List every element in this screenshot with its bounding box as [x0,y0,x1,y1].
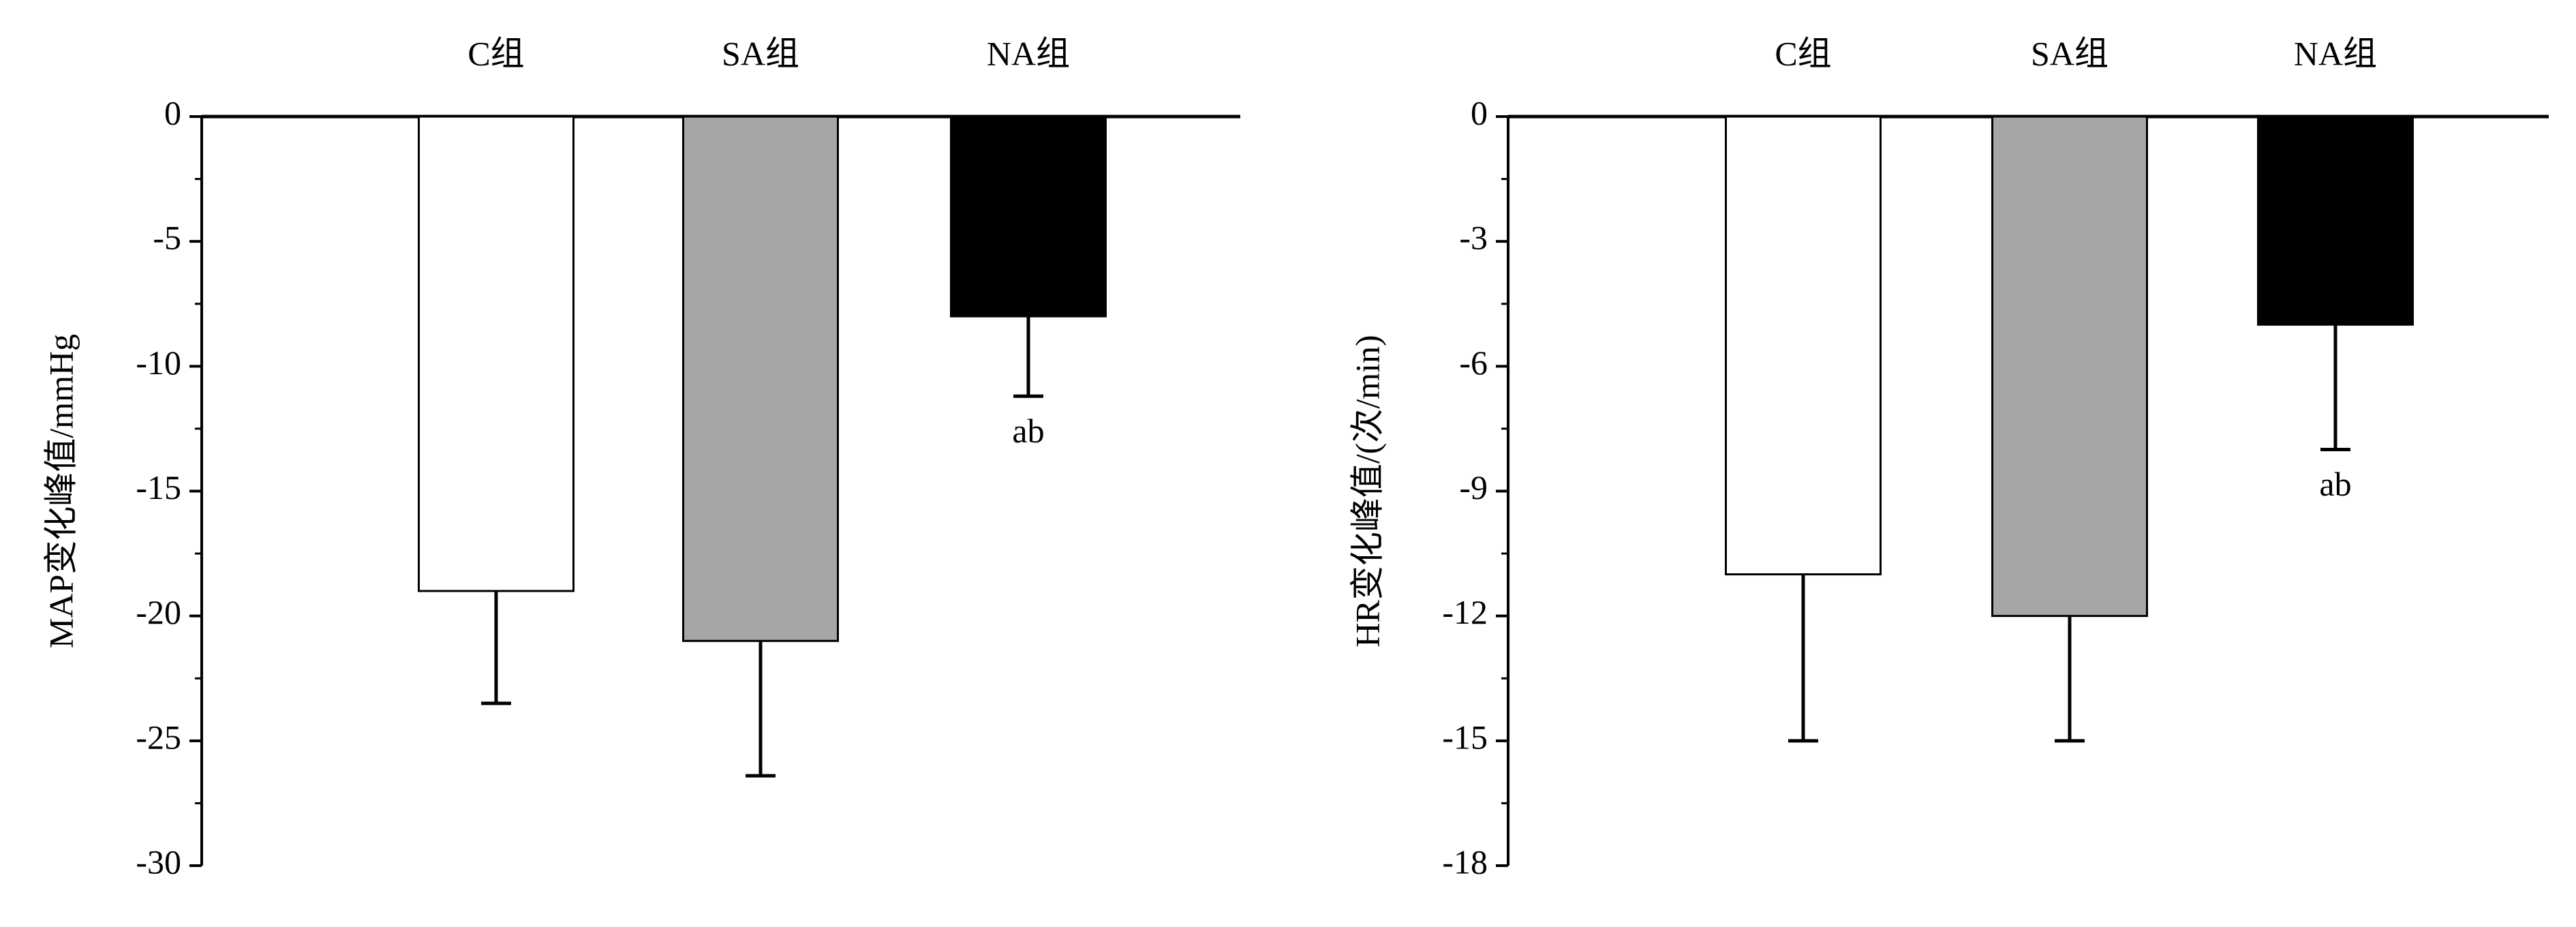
y-tick-label: -30 [136,842,181,881]
bar [418,115,574,592]
y-tick-label: -5 [153,219,181,257]
y-axis-label: MAP变化峰值/mmHg [42,334,80,648]
bar [682,115,839,642]
bar [950,115,1107,318]
y-tick-label: 0 [1471,93,1488,132]
bar [1991,115,2148,618]
category-label: SA组 [2031,34,2109,72]
annotation: ab [1012,412,1044,450]
category-label: SA组 [722,34,799,72]
y-axis-label: HR变化峰值/(次/min) [1348,335,1386,647]
category-label: NA组 [2294,34,2377,72]
category-label: C组 [1775,34,1831,72]
y-tick-label: -15 [136,468,181,506]
y-tick-label: -6 [1459,344,1488,382]
y-tick-label: -20 [136,593,181,631]
y-tick-label: -18 [1442,842,1488,881]
bar [1725,115,1882,576]
y-tick-label: -9 [1459,468,1488,506]
y-tick-label: -25 [136,718,181,756]
category-label: NA组 [987,34,1070,72]
y-tick-label: -15 [1442,718,1488,756]
annotation: ab [2319,465,2351,503]
y-tick-label: -12 [1442,593,1488,631]
y-tick-label: -3 [1459,219,1488,257]
y-tick-label: -10 [136,344,181,382]
y-tick-label: 0 [164,93,181,132]
category-label: C组 [467,34,524,72]
bar [2257,115,2414,326]
